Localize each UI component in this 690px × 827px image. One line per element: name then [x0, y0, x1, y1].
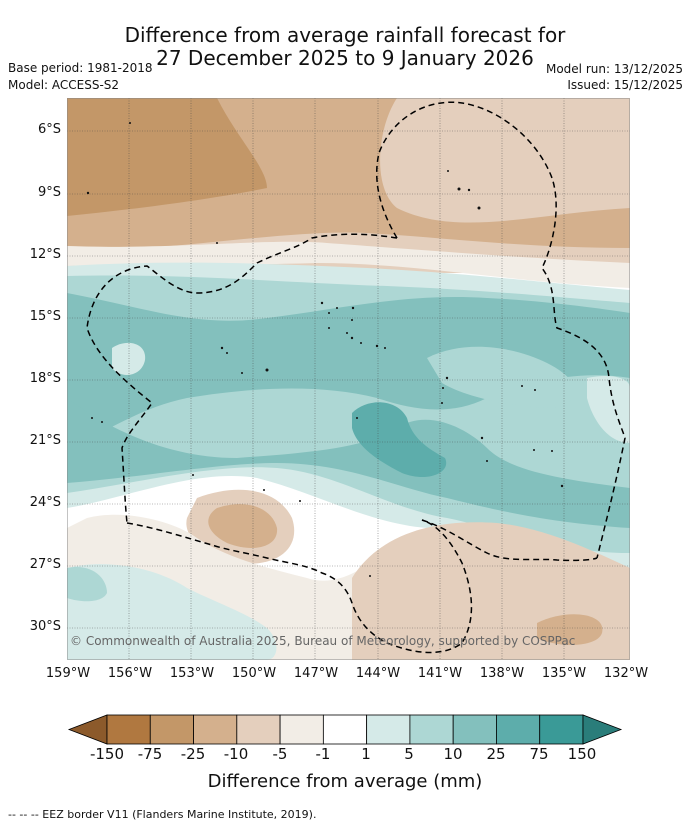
lat-label-24s: 24°S	[29, 495, 61, 510]
eez-legend: -- -- -- EEZ border V11 (Flanders Marine…	[8, 808, 317, 821]
lon-label-156w: 156°W	[107, 666, 153, 681]
zone-wet-southwest-mod	[67, 567, 107, 602]
lat-label-30s: 30°S	[29, 619, 61, 634]
zone-dry-southwest-core	[208, 504, 278, 548]
colorbar-cell	[366, 714, 411, 745]
colorbar-cell	[452, 714, 497, 745]
colorbar-cell	[539, 714, 584, 745]
eez-south-east	[421, 519, 598, 562]
colorbar-label-2: -25	[180, 745, 206, 763]
issued-date: Issued: 15/12/2025	[567, 78, 683, 92]
lon-label-153w: 153°W	[169, 666, 215, 681]
wet-patch-light-east	[427, 346, 576, 408]
title-line-2: 27 December 2025 to 9 January 2026	[156, 46, 534, 70]
lon-label-147w: 147°W	[293, 666, 339, 681]
colorbar-cell	[322, 714, 368, 745]
lon-label-132w: 132°W	[603, 666, 649, 681]
colorbar-cell	[149, 714, 194, 745]
colorbar-label-7: 5	[404, 745, 414, 763]
colorbar-cell	[236, 714, 281, 745]
lat-label-27s: 27°S	[29, 557, 61, 572]
colorbar-cell	[496, 714, 541, 745]
zone-neutral-north	[67, 241, 630, 288]
colorbar-title: Difference from average (mm)	[207, 771, 483, 792]
colorbar-label-5: -1	[315, 745, 331, 763]
colorbar-label-10: 75	[529, 745, 549, 763]
title-line-1: Difference from average rainfall forecas…	[124, 23, 566, 47]
islands	[86, 122, 564, 577]
colorbar-label-4: -5	[272, 745, 288, 763]
lat-label-6s: 6°S	[37, 122, 61, 137]
lon-label-150w: 150°W	[231, 666, 277, 681]
eez-north	[375, 101, 626, 559]
colorbar-label-9: 25	[486, 745, 506, 763]
lon-label-159w: 159°W	[45, 666, 91, 681]
colorbar-label-3: -10	[223, 745, 249, 763]
colorbar-right-arrow	[582, 714, 623, 745]
wet-patch-vstrong	[352, 402, 447, 478]
map-copyright: © Commonwealth of Australia 2025, Bureau…	[70, 634, 576, 648]
colorbar-cell	[193, 714, 238, 745]
model-run: Model run: 13/12/2025	[545, 62, 683, 76]
colorbar-label-0: -150	[89, 745, 125, 763]
wet-patch-light-west	[112, 342, 146, 375]
colorbar-cell	[106, 714, 151, 745]
base-period: Base period: 1981-2018	[8, 61, 153, 75]
wet-patch-east	[587, 376, 630, 443]
lon-label-138w: 138°W	[479, 666, 525, 681]
lat-label-15s: 15°S	[29, 309, 61, 324]
colorbar-left-arrow	[67, 714, 108, 745]
zone-dry-north-strong	[67, 98, 267, 216]
lat-label-18s: 18°S	[29, 371, 61, 386]
colorbar-label-6: 1	[361, 745, 371, 763]
lat-label-12s: 12°S	[29, 247, 61, 262]
zone-wet-strong-south	[67, 398, 630, 528]
rainfall-anomaly-map	[67, 98, 630, 660]
colorbar-cell	[409, 714, 454, 745]
colorbar	[67, 714, 623, 745]
zone-wet-strong	[67, 293, 630, 448]
model-name: Model: ACCESS-S2	[8, 78, 120, 92]
colorbar-cell	[279, 714, 324, 745]
gridlines	[67, 98, 630, 660]
colorbar-label-1: -75	[137, 745, 163, 763]
lat-label-21s: 21°S	[29, 433, 61, 448]
eez-central-north	[86, 233, 398, 524]
eez-south-west	[126, 519, 473, 654]
zone-wet-southwest	[67, 564, 277, 660]
lon-label-141w: 141°W	[417, 666, 463, 681]
lon-label-144w: 144°W	[355, 666, 401, 681]
colorbar-label-8: 10	[443, 745, 463, 763]
lon-label-135w: 135°W	[541, 666, 587, 681]
zone-dry-southeast-core	[537, 614, 603, 645]
lat-label-9s: 9°S	[37, 185, 61, 200]
colorbar-label-11: 150	[567, 745, 597, 763]
eez-borders	[86, 101, 626, 654]
